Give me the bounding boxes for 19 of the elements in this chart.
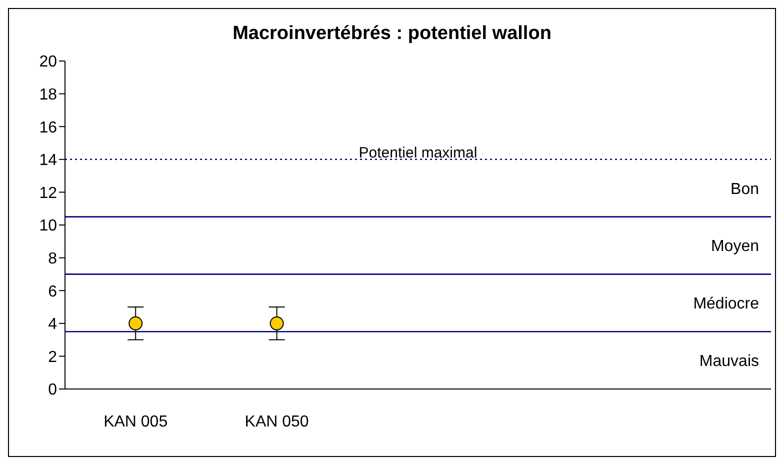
annotation: Mauvais <box>699 352 759 370</box>
y-tick-label: 12 <box>39 184 58 202</box>
y-tick-label: 6 <box>48 283 58 300</box>
annotation: Moyen <box>710 238 759 256</box>
x-tick-label: KAN 050 <box>244 413 309 430</box>
annotation: Bon <box>730 180 759 198</box>
y-tick-label: 16 <box>39 119 58 136</box>
y-tick-label: 4 <box>48 316 58 334</box>
chart-title: Macroinvertébrés : potentiel wallon <box>232 23 552 46</box>
y-tick-label: 2 <box>48 348 58 366</box>
y-tick-label: 10 <box>39 218 58 235</box>
x-tick-label: KAN 005 <box>104 413 168 430</box>
ref-line-label: Potentiel maximal <box>358 144 478 162</box>
y-tick-label: 0 <box>48 382 58 399</box>
y-tick-label: 14 <box>39 152 58 170</box>
y-tick-label: 18 <box>39 86 58 104</box>
y-tick-label: 8 <box>48 250 58 268</box>
y-tick-label: 20 <box>39 54 58 71</box>
annotation: Médiocre <box>693 296 760 313</box>
